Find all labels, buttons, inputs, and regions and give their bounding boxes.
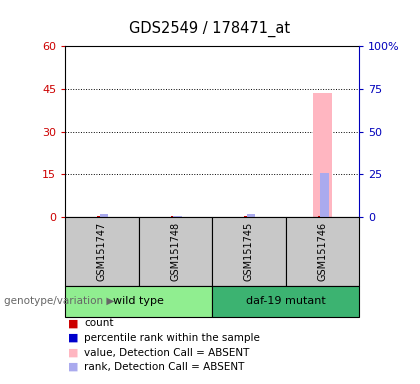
Bar xyxy=(171,216,177,217)
Bar xyxy=(173,216,182,217)
Text: GSM151746: GSM151746 xyxy=(318,222,327,281)
Bar xyxy=(65,286,212,317)
Bar xyxy=(100,214,108,217)
Text: GSM151748: GSM151748 xyxy=(171,222,180,281)
Bar xyxy=(313,93,331,217)
Text: genotype/variation ▶: genotype/variation ▶ xyxy=(4,296,115,306)
Bar xyxy=(139,217,212,286)
Text: value, Detection Call = ABSENT: value, Detection Call = ABSENT xyxy=(84,348,249,358)
Text: count: count xyxy=(84,318,113,328)
Bar xyxy=(318,215,324,217)
Text: ■: ■ xyxy=(68,348,79,358)
Text: daf-19 mutant: daf-19 mutant xyxy=(246,296,326,306)
Text: ■: ■ xyxy=(68,318,79,328)
Text: rank, Detection Call = ABSENT: rank, Detection Call = ABSENT xyxy=(84,362,244,372)
Text: ■: ■ xyxy=(68,333,79,343)
Bar xyxy=(65,217,139,286)
Text: GDS2549 / 178471_at: GDS2549 / 178471_at xyxy=(129,21,291,37)
Bar xyxy=(97,215,103,217)
Text: wild type: wild type xyxy=(113,296,164,306)
Text: ■: ■ xyxy=(68,362,79,372)
Bar xyxy=(320,172,329,217)
Bar xyxy=(212,286,359,317)
Bar xyxy=(286,217,359,286)
Text: GSM151745: GSM151745 xyxy=(244,222,254,281)
Text: GSM151747: GSM151747 xyxy=(97,222,107,281)
Bar xyxy=(244,215,250,217)
Bar xyxy=(212,217,286,286)
Bar xyxy=(247,214,255,217)
Text: percentile rank within the sample: percentile rank within the sample xyxy=(84,333,260,343)
